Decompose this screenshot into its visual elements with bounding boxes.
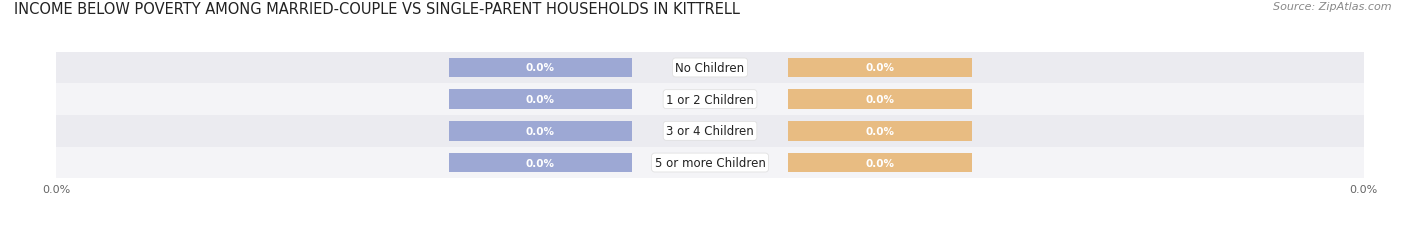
Text: 3 or 4 Children: 3 or 4 Children (666, 125, 754, 138)
Text: 0.0%: 0.0% (526, 95, 554, 105)
Text: 5 or more Children: 5 or more Children (655, 156, 765, 169)
Bar (449, 58, 631, 78)
Text: 0.0%: 0.0% (526, 63, 554, 73)
Text: 0.0%: 0.0% (866, 63, 894, 73)
Text: 0.0%: 0.0% (866, 95, 894, 105)
Bar (789, 153, 972, 173)
Bar (449, 153, 631, 173)
Text: 0.0%: 0.0% (526, 158, 554, 168)
Bar (56, 147, 1364, 179)
Bar (56, 84, 1364, 116)
Bar (789, 58, 972, 78)
Bar (449, 90, 631, 109)
Bar (789, 90, 972, 109)
Bar (449, 122, 631, 141)
Text: 0.0%: 0.0% (866, 158, 894, 168)
Text: INCOME BELOW POVERTY AMONG MARRIED-COUPLE VS SINGLE-PARENT HOUSEHOLDS IN KITTREL: INCOME BELOW POVERTY AMONG MARRIED-COUPL… (14, 2, 740, 17)
Text: 1 or 2 Children: 1 or 2 Children (666, 93, 754, 106)
Text: Source: ZipAtlas.com: Source: ZipAtlas.com (1274, 2, 1392, 12)
Text: No Children: No Children (675, 62, 745, 75)
Bar (789, 122, 972, 141)
Bar (56, 52, 1364, 84)
Bar (56, 116, 1364, 147)
Text: 0.0%: 0.0% (866, 126, 894, 136)
Text: 0.0%: 0.0% (526, 126, 554, 136)
